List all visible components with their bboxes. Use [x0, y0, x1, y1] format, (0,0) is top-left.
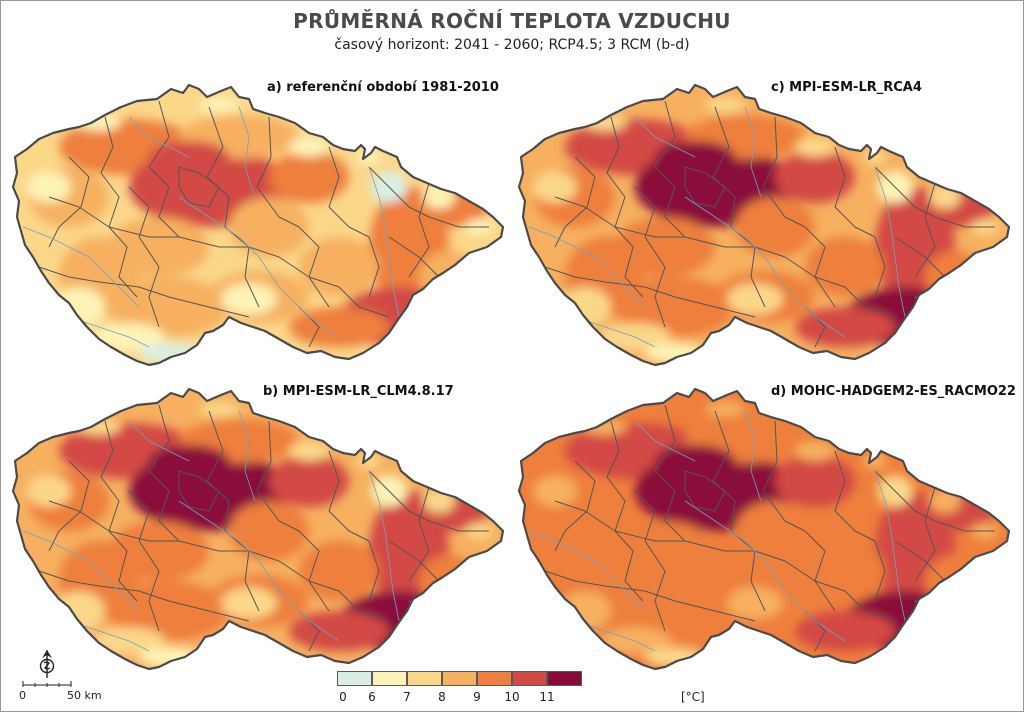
- legend-swatch: [407, 671, 442, 686]
- country-border: [11, 83, 505, 367]
- temperature-field: [13, 389, 503, 669]
- legend-unit: [°C]: [681, 690, 705, 704]
- map-panel-a: a) referenční období 1981-2010: [9, 77, 509, 377]
- temperature-map-b: [11, 387, 505, 671]
- temperature-field: [519, 389, 1009, 669]
- legend-swatch: [512, 671, 547, 686]
- legend-tick-label: 6: [368, 690, 376, 704]
- temperature-field: [13, 85, 503, 365]
- temperature-field: [519, 85, 1009, 365]
- panel-b-label: b) MPI-ESM-LR_CLM4.8.17: [263, 384, 454, 399]
- map-subtitle: časový horizont: 2041 - 2060; RCP4.5; 3 …: [334, 37, 690, 53]
- legend-tick-label: 7: [403, 690, 411, 704]
- scale-end-label: 50 km: [67, 689, 102, 702]
- district-boundaries: [38, 100, 489, 348]
- country-border: [517, 387, 1011, 671]
- map-title: PRŮMĚRNÁ ROČNÍ TEPLOTA VZDUCHU: [293, 9, 731, 33]
- map-panel-c: c) MPI-ESM-LR_RCA4: [515, 77, 1015, 377]
- temperature-map-c: [517, 83, 1011, 367]
- legend-tick-label: 11: [539, 690, 555, 704]
- district-boundaries: [544, 404, 995, 652]
- country-border: [517, 83, 1011, 367]
- temperature-map-a: [11, 83, 505, 367]
- temperature-map-d: [517, 387, 1011, 671]
- north-arrow-icon: [35, 649, 59, 679]
- scale-start-label: 0: [19, 689, 26, 702]
- legend-swatch: [477, 671, 512, 686]
- panel-c-label: c) MPI-ESM-LR_RCA4: [771, 80, 922, 95]
- temperature-legend: 0 6 7 8 9 10 11: [337, 671, 597, 711]
- legend-tick-label: 8: [438, 690, 446, 704]
- map-panel-b: b) MPI-ESM-LR_CLM4.8.17: [9, 381, 509, 681]
- legend-swatch: [337, 671, 372, 686]
- legend-tick-label: 0: [339, 690, 347, 704]
- panel-a-label: a) referenční období 1981-2010: [267, 80, 499, 95]
- scale-bar: 0 50 km: [19, 681, 129, 707]
- legend-swatch: [442, 671, 477, 686]
- legend-swatch: [547, 671, 582, 686]
- district-boundaries: [38, 404, 489, 652]
- panel-d-label: d) MOHC-HADGEM2-ES_RACMO22: [771, 384, 1016, 399]
- country-border: [11, 387, 505, 671]
- map-panel-d: d) MOHC-HADGEM2-ES_RACMO22: [515, 381, 1016, 681]
- legend-swatch: [372, 671, 407, 686]
- legend-tick-label: 10: [504, 690, 520, 704]
- legend-tick-label: 9: [473, 690, 481, 704]
- district-boundaries: [544, 100, 995, 348]
